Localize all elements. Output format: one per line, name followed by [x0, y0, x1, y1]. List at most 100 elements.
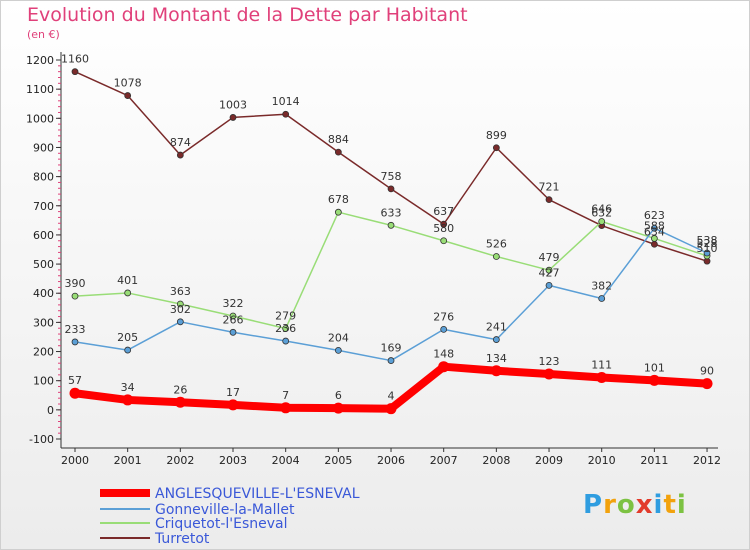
data-label: 169	[381, 342, 402, 355]
data-label: 580	[433, 222, 454, 235]
data-point	[440, 325, 448, 333]
y-tick-label: 800	[33, 171, 54, 184]
x-tick-label: 2006	[377, 454, 405, 467]
data-label: 7	[282, 389, 289, 402]
data-point	[229, 114, 237, 121]
data-point	[490, 365, 502, 377]
data-point	[545, 266, 553, 274]
x-tick-label: 2004	[272, 454, 300, 467]
data-point	[174, 396, 186, 408]
data-point	[282, 337, 290, 345]
data-label: 34	[121, 381, 135, 394]
y-tick-label: 900	[33, 141, 54, 154]
data-label: 758	[381, 170, 402, 183]
data-point	[176, 151, 184, 159]
data-point	[545, 281, 553, 289]
data-point	[227, 399, 239, 411]
data-label: 101	[644, 361, 665, 374]
data-point	[387, 221, 395, 229]
x-tick-label: 2002	[166, 454, 194, 467]
data-labels: 57 34 26 17 7 6 4 148 134 123 111 101 90 233 205 302 266…	[61, 53, 718, 403]
x-tick-label: 2005	[324, 454, 352, 467]
data-label: 134	[486, 352, 507, 365]
data-point	[282, 325, 290, 332]
y-tick-label: 600	[33, 229, 54, 242]
data-label: 17	[226, 386, 240, 399]
legend-label-0: ANGLESQUEVILLE-L'ESNEVAL	[155, 486, 360, 502]
data-point	[438, 361, 450, 373]
data-point	[650, 235, 658, 242]
data-label: 26	[173, 383, 187, 396]
data-label: 678	[328, 193, 349, 206]
data-label: 899	[486, 129, 507, 142]
data-point	[598, 295, 606, 302]
data-point	[332, 402, 344, 414]
data-label: 57	[68, 374, 82, 387]
y-tick-label: 0	[47, 404, 54, 417]
data-point	[703, 249, 711, 257]
data-point	[596, 371, 608, 383]
data-label: 1014	[272, 95, 300, 108]
data-point	[648, 374, 660, 386]
data-label: 111	[591, 358, 612, 371]
data-point	[176, 318, 184, 326]
x-tick-label: 2012	[693, 454, 721, 467]
data-point	[492, 144, 500, 152]
data-label: 1078	[114, 77, 142, 90]
data-label: 302	[170, 303, 191, 316]
data-label: 401	[117, 274, 138, 287]
y-tick-label: 500	[33, 258, 54, 271]
data-point	[282, 110, 290, 118]
axes: -100 0 100 200 300 400 500 600 700 800 900 1000 1100…	[26, 52, 721, 467]
data-label: 204	[328, 331, 349, 344]
data-label: 390	[65, 277, 86, 290]
data-point	[387, 185, 395, 193]
data-point	[229, 312, 237, 320]
data-label: 148	[433, 348, 454, 361]
chart-title: Evolution du Montant de la Dette par Hab…	[27, 4, 468, 26]
data-point	[334, 346, 342, 354]
data-label: 276	[433, 310, 454, 323]
data-label: 382	[591, 279, 612, 292]
data-label: 479	[539, 251, 560, 264]
data-label: 874	[170, 136, 191, 149]
data-point	[124, 346, 132, 354]
data-label: 90	[700, 365, 714, 378]
data-point	[124, 289, 132, 297]
data-label: 4	[388, 390, 395, 403]
data-label: 1003	[219, 98, 247, 111]
data-point	[280, 402, 292, 414]
data-point	[650, 240, 658, 248]
data-point	[71, 338, 79, 346]
data-point	[71, 292, 79, 300]
data-point	[229, 328, 237, 336]
data-point	[492, 336, 500, 343]
y-tick-label: 1000	[26, 112, 54, 125]
x-tick-label: 2009	[535, 454, 563, 467]
data-label: 634	[644, 225, 665, 238]
data-label: 526	[486, 237, 507, 250]
data-label: 632	[591, 207, 612, 220]
x-tick-label: 2001	[114, 454, 142, 467]
x-tick-label: 2010	[588, 454, 616, 467]
y-tick-label: 1100	[26, 83, 54, 96]
data-point	[334, 208, 342, 216]
data-point	[122, 394, 134, 406]
data-label: 236	[275, 322, 296, 335]
legend-label-2: Criquetot-l'Esneval	[155, 516, 288, 532]
y-tick-label: 100	[33, 375, 54, 388]
data-label: 510	[697, 242, 718, 255]
x-tick-label: 2003	[219, 454, 247, 467]
x-tick-label: 2008	[482, 454, 510, 467]
data-point	[701, 378, 713, 390]
data-label: 363	[170, 285, 191, 298]
legend: ANGLESQUEVILLE-L'ESNEVALGonneville-la-Ma…	[100, 486, 360, 547]
data-point	[385, 403, 397, 415]
data-label: 1160	[61, 53, 89, 66]
data-label: 588	[644, 219, 665, 232]
data-label: 646	[591, 203, 612, 216]
data-point	[545, 196, 553, 204]
data-label: 241	[486, 321, 507, 334]
